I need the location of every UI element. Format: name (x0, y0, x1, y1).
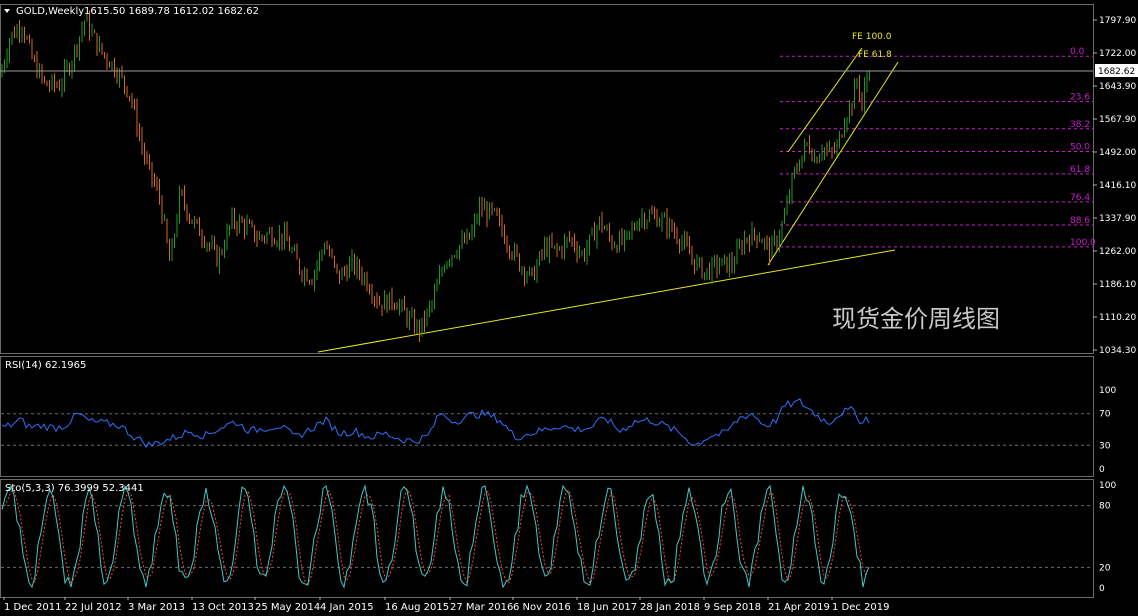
y-axis-labels: 1797.90 1722.00 1643.90 1567.90 1492.00 1416.… (1093, 16, 1136, 594)
fib-level-label: 0.0 (1070, 47, 1085, 57)
fibonacci-levels: 0.0 23.6 38.2 50.0 61.8 76.4 88.6 100.0 (780, 47, 1096, 248)
x-tick-label: 13 Oct 2013 (192, 602, 254, 613)
fib-level-label: 88.6 (1070, 216, 1090, 226)
x-tick-label: 21 Apr 2019 (768, 602, 830, 613)
x-tick-label: 22 Jul 2012 (65, 602, 122, 613)
price-tick-label: 1186.10 (1099, 280, 1136, 290)
price-panel-frame (0, 4, 1094, 354)
price-tick-label: 1262.00 (1099, 247, 1136, 257)
candlestick-series (1, 10, 870, 343)
trend-lines (317, 47, 899, 353)
rsi-tick-label: 30 (1099, 441, 1111, 451)
x-tick-label: 9 Sep 2018 (704, 602, 761, 613)
stoch-signal-line (1, 488, 870, 585)
stochastic-series (1, 484, 870, 589)
x-tick-label: 1 Dec 2019 (832, 602, 890, 613)
rsi-label: RSI(14) 62.1965 (5, 360, 86, 371)
fib-level-label: 38.2 (1070, 120, 1090, 130)
stoch-tick-label: 0 (1099, 584, 1105, 594)
watermark-text: 现货金价周线图 (832, 305, 1000, 333)
current-price-box (1095, 64, 1138, 77)
rsi-tick-label: 0 (1099, 465, 1105, 475)
triangle-down-icon[interactable] (4, 9, 10, 13)
x-tick-label: 16 Aug 2015 (385, 602, 449, 613)
stoch-tick-label: 20 (1099, 563, 1111, 573)
symbol-label: GOLD,Weekly (16, 6, 84, 17)
x-axis-labels: 1 Dec 2011 22 Jul 2012 3 Mar 2013 13 Oct 20… (3, 597, 890, 613)
grid-lines (1, 413, 1093, 568)
x-tick-label: 6 Nov 2016 (513, 602, 571, 613)
fib-level-label: 50.0 (1070, 143, 1090, 153)
price-tick-label: 1643.90 (1099, 82, 1136, 92)
x-tick-label: 1 Dec 2011 (4, 602, 62, 613)
fib-level-label: 61.8 (1070, 165, 1090, 175)
current-price-label: 1682.62 (1098, 67, 1135, 77)
price-tick-label: 1034.30 (1099, 346, 1136, 356)
x-tick-label: 18 Jun 2017 (577, 602, 637, 613)
price-tick-label: 1492.00 (1099, 148, 1136, 158)
stoch-label: Sto(5,3,3) 76.3999 52.3441 (5, 483, 144, 494)
x-tick-label: 27 Mar 2016 (450, 602, 513, 613)
rsi-tick-label: 70 (1099, 410, 1111, 420)
price-tick-label: 1797.90 (1099, 16, 1136, 26)
fe-100-label: FE 100.0 (852, 32, 892, 42)
fib-level-label: 100.0 (1070, 238, 1096, 248)
stoch-panel-frame (0, 479, 1094, 598)
ohlc-label: 1615.50 1689.78 1612.02 1682.62 (84, 6, 259, 17)
x-tick-label: 3 Mar 2013 (128, 602, 185, 613)
rsi-tick-label: 100 (1099, 386, 1116, 396)
support-trend-line (317, 249, 896, 353)
price-tick-label: 1337.90 (1099, 214, 1136, 224)
rsi-series (1, 398, 870, 448)
stoch-tick-label: 80 (1099, 502, 1111, 512)
price-tick-label: 1567.90 (1099, 115, 1136, 125)
x-tick-label: 25 May 2014 (255, 602, 320, 613)
panel-frames (0, 4, 1094, 598)
price-tick-label: 1722.00 (1099, 49, 1136, 59)
channel-lower-line (767, 61, 899, 266)
x-tick-label: 4 Jan 2015 (320, 602, 374, 613)
fe-61-8-label: FE 61.8 (858, 50, 892, 60)
rsi-panel-frame (0, 356, 1094, 477)
x-tick-label: 28 Jan 2018 (640, 602, 700, 613)
stoch-tick-label: 100 (1099, 481, 1116, 491)
rsi-line (1, 398, 870, 448)
price-tick-label: 1416.10 (1099, 181, 1136, 191)
fib-level-label: 23.6 (1070, 93, 1090, 103)
price-tick-label: 1110.20 (1099, 313, 1136, 323)
fib-level-label: 76.4 (1070, 193, 1090, 203)
stoch-main-line (1, 484, 870, 589)
channel-upper-line (787, 47, 863, 153)
